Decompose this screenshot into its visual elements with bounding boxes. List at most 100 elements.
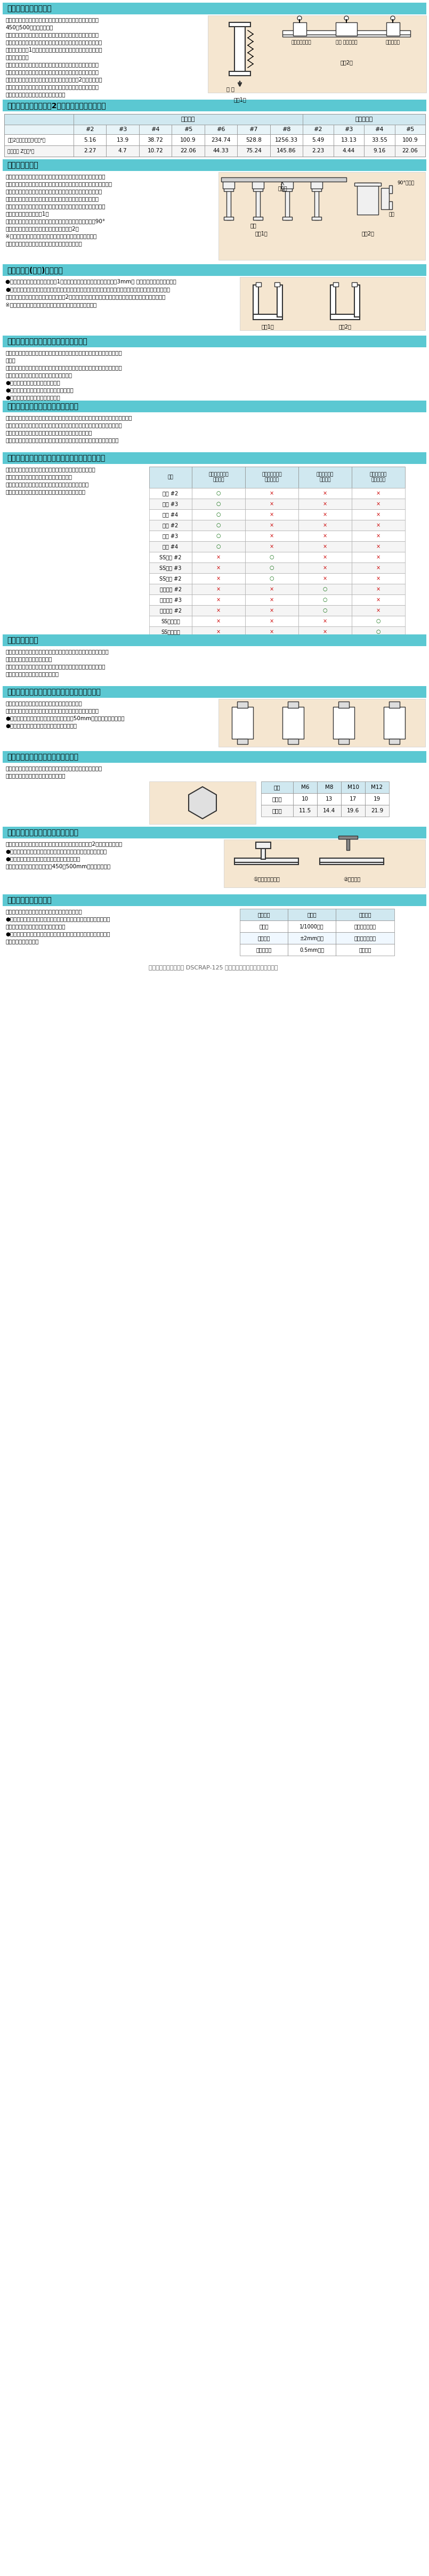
Bar — [139, 124, 172, 134]
Text: 接続方法の確認: 接続方法の確認 — [7, 636, 38, 644]
Bar — [333, 124, 364, 134]
Bar — [3, 335, 426, 348]
Text: ハンガーレールの断面2次モーメント・断面係数: ハンガーレールの断面2次モーメント・断面係数 — [7, 100, 106, 108]
Bar — [149, 626, 192, 636]
Bar — [299, 605, 352, 616]
Bar — [205, 144, 237, 157]
Text: 天井受の規格品はスチール＃２～＃４が四連まで、＃５は三連、
＃６は二連まで（ステンレスは＃２～＃４が二連まで＃５は一連まで）
となっていますが、それ以上連ねる場: 天井受の規格品はスチール＃２～＃４が四連まで、＃５は三連、 ＃６は二連まで（ステ… — [5, 173, 112, 247]
Bar — [352, 466, 405, 487]
Text: 11.5: 11.5 — [299, 809, 311, 814]
Text: SS単車 #3: SS単車 #3 — [160, 564, 181, 569]
Bar — [139, 134, 172, 144]
Text: 13.9: 13.9 — [116, 137, 129, 142]
Text: ×: × — [376, 502, 381, 507]
Bar — [245, 626, 299, 636]
Bar — [336, 909, 394, 920]
Bar — [245, 541, 299, 551]
Circle shape — [286, 180, 289, 185]
Text: 許容値: 許容値 — [307, 912, 317, 917]
Bar — [330, 286, 336, 317]
Text: SSダイ単車: SSダイ単車 — [161, 618, 180, 623]
Text: ×: × — [269, 598, 274, 603]
Text: 44.33: 44.33 — [213, 149, 229, 155]
Bar — [245, 551, 299, 562]
Text: 高さ調整ボルト: 高さ調整ボルト — [354, 925, 376, 930]
Text: ○: ○ — [216, 489, 221, 497]
Circle shape — [315, 183, 318, 188]
Text: ×: × — [269, 523, 274, 528]
Text: ハンガーレールの固定方法について: ハンガーレールの固定方法について — [7, 829, 79, 837]
Text: （図1）: （図1） — [261, 325, 274, 330]
Bar — [341, 804, 365, 817]
Text: 22.06: 22.06 — [180, 149, 196, 155]
Bar — [4, 124, 73, 134]
Text: ダイプレール
ステンレス: ダイプレール ステンレス — [370, 471, 387, 482]
Bar — [293, 23, 306, 36]
Bar — [4, 113, 425, 157]
Text: ×: × — [323, 629, 327, 634]
Bar — [261, 781, 293, 793]
Bar — [237, 144, 270, 157]
Bar — [224, 840, 425, 886]
Bar — [149, 500, 192, 510]
Bar — [192, 562, 245, 572]
Bar — [192, 531, 245, 541]
Text: ×: × — [216, 564, 221, 569]
Bar — [237, 701, 248, 708]
Bar — [73, 144, 106, 157]
Text: ×: × — [376, 587, 381, 592]
Bar — [235, 858, 299, 863]
Bar — [299, 572, 352, 585]
Bar — [395, 134, 425, 144]
Text: 補強板: 補強板 — [278, 185, 287, 191]
Bar — [3, 752, 426, 762]
Bar — [341, 781, 365, 793]
Bar — [387, 23, 400, 36]
Text: ×: × — [216, 618, 221, 623]
Bar — [237, 739, 248, 744]
Bar — [299, 562, 352, 572]
Bar — [245, 562, 299, 572]
Bar — [245, 466, 299, 487]
Text: ×: × — [323, 564, 327, 569]
Text: ハンガーレール・天井受・ブラケット類はスチール製とステンレス製があります。
スチール製は一般的な使用に適しており、ステンレス製は耐食性が必要な場所
（食品工場・: ハンガーレール・天井受・ブラケット類はスチール製とステンレス製があります。 スチ… — [5, 415, 132, 443]
Bar — [223, 180, 235, 188]
Text: 溶接 天井継受下: 溶接 天井継受下 — [335, 41, 357, 44]
Circle shape — [227, 180, 230, 185]
Text: 単車 #3: 単車 #3 — [163, 502, 178, 507]
Circle shape — [227, 183, 230, 188]
Bar — [218, 698, 425, 747]
Bar — [261, 793, 293, 804]
Bar — [73, 113, 303, 124]
Text: ×: × — [216, 554, 221, 559]
Text: 二段上げとプランの特色メカロックを使う場合: 二段上げとプランの特色メカロックを使う場合 — [7, 688, 101, 696]
Bar — [253, 216, 263, 219]
Text: ハネ: ハネ — [250, 222, 256, 229]
Circle shape — [196, 796, 209, 809]
Bar — [364, 124, 395, 134]
Bar — [149, 487, 192, 500]
Bar — [270, 144, 303, 157]
Text: 5.16: 5.16 — [84, 137, 96, 142]
Bar — [192, 616, 245, 626]
Text: 528.8: 528.8 — [246, 137, 262, 142]
Text: ×: × — [269, 618, 274, 623]
Text: ハンガーレールとダイプレールの同時の使用可否: ハンガーレールとダイプレールの同時の使用可否 — [7, 453, 105, 461]
Text: #2: #2 — [314, 126, 323, 131]
Bar — [282, 188, 292, 191]
Text: ハンガーレール: ハンガーレール — [291, 41, 311, 44]
Bar — [299, 487, 352, 500]
Bar — [149, 616, 192, 626]
Text: 21.9: 21.9 — [371, 809, 383, 814]
Bar — [338, 739, 349, 744]
Text: スチールおよびステンレスについて: スチールおよびステンレスについて — [7, 402, 79, 410]
Text: ×: × — [269, 587, 274, 592]
Text: ナット・部品金具のサイズについて: ナット・部品金具のサイズについて — [7, 752, 79, 760]
Bar — [252, 180, 264, 188]
Bar — [172, 134, 205, 144]
Text: （図2）: （図2） — [340, 59, 353, 64]
Text: ×: × — [323, 618, 327, 623]
Text: ×: × — [376, 513, 381, 518]
Text: 通り精度: 通り精度 — [257, 935, 270, 940]
Text: 天井受の使い方: 天井受の使い方 — [7, 162, 38, 170]
